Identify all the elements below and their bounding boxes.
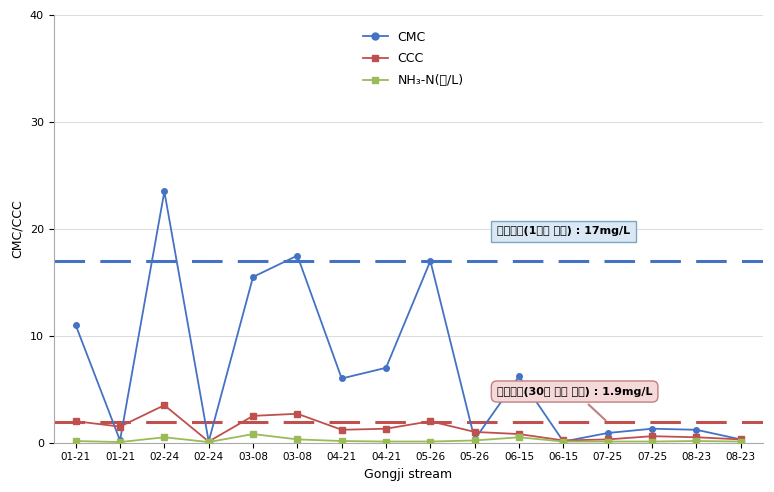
Text: 급성기준(1시간 평균) : 17mg/L: 급성기준(1시간 평균) : 17mg/L <box>497 226 630 236</box>
Legend: CMC, CCC, NH₃-N(㎞/L): CMC, CCC, NH₃-N(㎞/L) <box>358 26 469 92</box>
X-axis label: Gongji stream: Gongji stream <box>364 468 452 481</box>
Y-axis label: CMC/CCC: CMC/CCC <box>11 199 24 258</box>
Text: 만성기준(30일 이동 평균) : 1.9mg/L: 만성기준(30일 이동 평균) : 1.9mg/L <box>497 387 652 420</box>
